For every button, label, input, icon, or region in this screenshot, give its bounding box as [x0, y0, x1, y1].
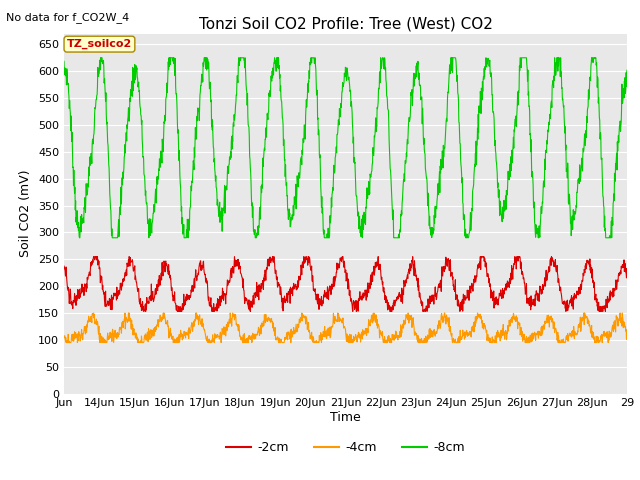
Title: Tonzi Soil CO2 Profile: Tree (West) CO2: Tonzi Soil CO2 Profile: Tree (West) CO2 [198, 16, 493, 31]
Legend: -2cm, -4cm, -8cm: -2cm, -4cm, -8cm [221, 436, 470, 459]
Text: No data for f_CO2W_4: No data for f_CO2W_4 [6, 12, 130, 23]
X-axis label: Time: Time [330, 411, 361, 424]
Text: TZ_soilco2: TZ_soilco2 [67, 39, 132, 49]
Y-axis label: Soil CO2 (mV): Soil CO2 (mV) [19, 170, 33, 257]
